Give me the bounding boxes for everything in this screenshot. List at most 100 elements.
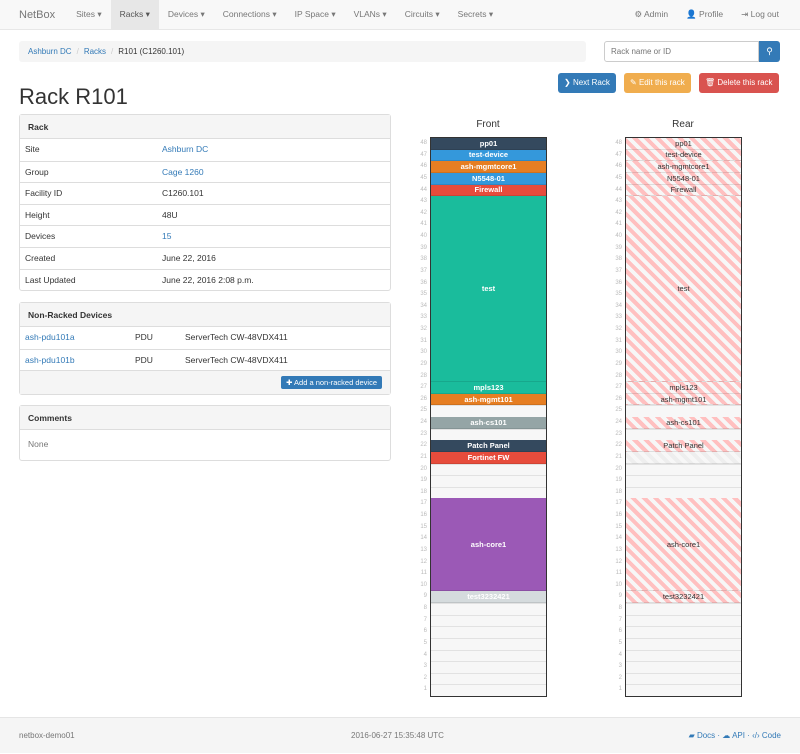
- rack-device[interactable]: ash-cs101: [626, 417, 741, 429]
- row-value[interactable]: Ashburn DC: [162, 144, 209, 154]
- unit-number: 39: [420, 244, 427, 251]
- rack-device[interactable]: mpls123: [431, 382, 546, 394]
- breadcrumb-site[interactable]: Ashburn DC: [28, 47, 72, 56]
- unit-number: 35: [420, 291, 427, 298]
- rack-device[interactable]: Patch Panel: [431, 440, 546, 452]
- rack-device[interactable]: ash-mgmtcore1: [431, 161, 546, 173]
- next-rack-label: Next Rack: [572, 78, 610, 87]
- unit-number: 37: [420, 267, 427, 274]
- device-type: ServerTech CW-48VDX411: [185, 354, 288, 365]
- rack-device[interactable]: test: [431, 196, 546, 383]
- unit-number: 9: [423, 593, 427, 600]
- device-name: mpls123: [473, 382, 504, 392]
- rack-device[interactable]: test3232421: [431, 591, 546, 603]
- nav-item[interactable]: Sites ▾: [76, 9, 102, 19]
- rack-device[interactable]: Patch Panel: [626, 440, 741, 452]
- unit-divider: [626, 684, 741, 686]
- search-input[interactable]: [604, 41, 759, 62]
- rack-device[interactable]: test3232421: [626, 591, 741, 603]
- row-value[interactable]: Cage 1260: [162, 166, 204, 177]
- rack-device[interactable]: Fortinet FW: [431, 451, 546, 464]
- unit-divider: [626, 405, 741, 407]
- rack-device[interactable]: ash-core1: [626, 498, 741, 592]
- panel-heading: Rack: [20, 115, 390, 139]
- brand-logo[interactable]: NetBox: [19, 8, 56, 21]
- nav-item[interactable]: Devices ▾: [167, 9, 205, 19]
- row-label: Site: [25, 144, 40, 154]
- search-icon: ⚲: [766, 46, 773, 56]
- unit-number: 46: [420, 163, 427, 170]
- nav-item[interactable]: Racks ▾: [110, 0, 159, 29]
- unit-number: 15: [615, 523, 622, 530]
- device-name: test3232421: [662, 592, 705, 602]
- rack-device[interactable]: ash-mgmt101: [626, 393, 741, 406]
- front-label: Front: [476, 119, 500, 130]
- rack-device[interactable]: pp01: [431, 138, 546, 150]
- rack-device[interactable]: test-device: [626, 149, 741, 162]
- rack-search: ⚲: [604, 41, 780, 62]
- unit-divider: [431, 672, 546, 674]
- unit-number: 4: [423, 651, 427, 658]
- unit-number: 38: [420, 256, 427, 263]
- code-link[interactable]: ‹/› Code: [752, 731, 781, 740]
- rack-device[interactable]: N5548-01: [431, 172, 546, 185]
- nav-item[interactable]: Circuits ▾: [404, 9, 440, 19]
- search-button[interactable]: ⚲: [759, 41, 780, 62]
- device-link[interactable]: ash-pdu101a: [25, 332, 75, 342]
- nav-item[interactable]: VLANs ▾: [353, 9, 387, 19]
- unit-number: 11: [615, 570, 622, 577]
- rack-device[interactable]: ash-cs101: [431, 417, 546, 429]
- breadcrumb-racks[interactable]: Racks: [83, 47, 107, 56]
- rack-device[interactable]: pp01: [626, 138, 741, 150]
- table-row: Created June 22, 2016: [20, 246, 390, 269]
- rack-device[interactable]: test-device: [431, 149, 546, 162]
- device-link[interactable]: ash-pdu101b: [25, 354, 75, 365]
- delete-rack-button[interactable]: 🗑 Delete this rack: [699, 73, 779, 93]
- panel-heading: Non-Racked Devices: [20, 303, 390, 327]
- admin-link[interactable]: ⚙ Admin: [625, 0, 677, 29]
- rack-device[interactable]: Firewall: [431, 184, 546, 197]
- unit-divider: [431, 614, 546, 616]
- code-icon: ‹/›: [752, 731, 762, 740]
- delete-rack-label: Delete this rack: [717, 78, 773, 87]
- unit-divider: [431, 405, 546, 407]
- rack-device[interactable]: mpls123: [626, 382, 741, 394]
- edit-rack-button[interactable]: ✎ Edit this rack: [624, 73, 691, 93]
- rack-device[interactable]: Firewall: [626, 184, 741, 197]
- next-rack-button[interactable]: ❯ Next Rack: [558, 73, 616, 93]
- breadcrumb-current: R101 (C1260.101): [118, 47, 185, 56]
- unit-divider: [431, 637, 546, 639]
- unit-divider: [431, 428, 546, 430]
- unit-number: 11: [420, 570, 427, 577]
- rack-device[interactable]: ash-mgmt101: [431, 393, 546, 406]
- unit-divider: [626, 672, 741, 674]
- panel-heading: Comments: [20, 406, 390, 430]
- rack-device[interactable]: ash-core1: [431, 498, 546, 592]
- rack-device[interactable]: ash-mgmtcore1: [626, 161, 741, 173]
- rack-device[interactable]: N5548-01: [626, 172, 741, 185]
- table-row: Group Cage 1260: [20, 160, 390, 183]
- unit-number: 41: [615, 221, 622, 228]
- rack-device[interactable]: [626, 451, 741, 464]
- unit-divider: [431, 684, 546, 686]
- unit-divider: [431, 475, 546, 477]
- unit-number: 4: [618, 651, 622, 658]
- device-name: Firewall: [474, 185, 503, 195]
- unit-number: 47: [615, 151, 622, 158]
- unit-number: 3: [423, 663, 427, 670]
- api-link[interactable]: ☁ API: [722, 731, 745, 740]
- nav-item[interactable]: Secrets ▾: [457, 9, 494, 19]
- unit-divider: [626, 661, 741, 663]
- unit-number: 26: [615, 395, 622, 402]
- nav-item[interactable]: Connections ▾: [222, 9, 277, 19]
- unit-divider: [431, 649, 546, 651]
- profile-link[interactable]: 👤 Profile: [677, 0, 732, 29]
- row-value[interactable]: 15: [162, 231, 172, 242]
- rack-device[interactable]: test: [626, 196, 741, 383]
- docs-link[interactable]: ▰ Docs: [689, 731, 716, 740]
- unit-number: 40: [420, 233, 427, 239]
- docs-label: Docs: [696, 731, 716, 740]
- nav-item[interactable]: IP Space ▾: [294, 9, 336, 19]
- logout-link[interactable]: ⇥ Log out: [732, 0, 788, 29]
- add-non-racked-device-button[interactable]: ✚ Add a non-racked device: [281, 376, 382, 390]
